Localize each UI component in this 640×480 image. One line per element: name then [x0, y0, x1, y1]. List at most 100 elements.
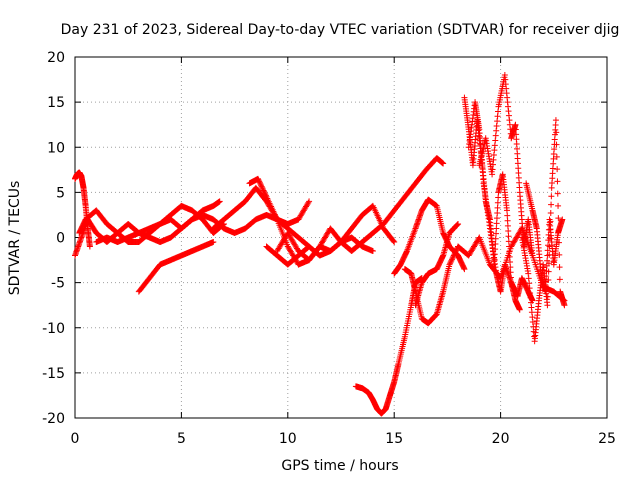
- data-point: [447, 260, 454, 267]
- data-point: [448, 256, 455, 263]
- data-point: [440, 160, 447, 167]
- data-point: [216, 198, 223, 205]
- x-tick-label: 25: [598, 431, 616, 447]
- data-point: [561, 297, 568, 304]
- data-point: [555, 202, 562, 209]
- data-point: [369, 248, 376, 255]
- data-point: [257, 180, 264, 187]
- data-point: [493, 215, 500, 222]
- data-point: [505, 238, 512, 245]
- data-point: [516, 306, 523, 313]
- data-point: [544, 293, 551, 300]
- data-point: [453, 222, 460, 229]
- data-point: [447, 258, 454, 265]
- data-point: [448, 257, 455, 264]
- data-point: [461, 266, 468, 273]
- data-point: [258, 182, 265, 189]
- series-track-13: [412, 220, 462, 309]
- data-point: [495, 194, 502, 201]
- y-tick-label: 10: [47, 140, 65, 156]
- x-tick-label: 15: [385, 431, 403, 447]
- data-point: [504, 217, 511, 224]
- x-tick-label: 0: [71, 431, 80, 447]
- data-point: [544, 252, 551, 259]
- y-axis-label: SDTVAR / TECUs: [7, 181, 23, 296]
- x-tick-label: 10: [279, 431, 297, 447]
- data-point: [553, 129, 560, 136]
- data-point: [492, 235, 499, 242]
- data-point: [260, 187, 267, 194]
- x-axis-label: GPS time / hours: [281, 458, 398, 474]
- series-track-19: [455, 225, 568, 304]
- data-point: [504, 212, 511, 219]
- data-point: [560, 297, 567, 304]
- axis-ticks: [74, 56, 608, 419]
- data-point: [543, 262, 550, 269]
- data-point: [452, 249, 458, 256]
- series-track-11: [391, 196, 468, 277]
- data-point: [455, 220, 462, 227]
- data-point: [556, 276, 563, 283]
- data-point: [554, 166, 561, 173]
- data-point: [450, 252, 457, 259]
- data-point: [255, 175, 262, 182]
- data-point: [505, 228, 512, 235]
- data-point: [259, 184, 266, 191]
- data-point: [543, 273, 550, 280]
- data-point: [503, 207, 510, 214]
- data-point: [493, 220, 500, 227]
- data-point: [544, 247, 551, 254]
- series-track-05: [135, 239, 217, 295]
- data-point: [494, 210, 501, 217]
- x-tick-label: 20: [492, 431, 510, 447]
- data-point: [504, 222, 511, 229]
- data-point: [544, 302, 551, 309]
- data-point: [450, 253, 457, 260]
- data-point: [255, 177, 262, 184]
- data-point: [553, 141, 560, 148]
- y-tick-label: -10: [42, 321, 65, 337]
- data-point: [492, 240, 499, 247]
- y-tick-label: 5: [56, 185, 65, 201]
- data-point: [452, 248, 459, 255]
- y-tick-label: 20: [47, 50, 65, 66]
- series-track-09: [274, 155, 447, 264]
- data-point: [556, 251, 563, 258]
- data-point: [446, 261, 453, 268]
- y-tick-label: -5: [51, 276, 65, 292]
- series-track-10: [352, 275, 425, 417]
- data-point: [262, 191, 269, 198]
- y-tick-label: -20: [42, 411, 65, 427]
- data-point: [454, 221, 461, 228]
- data-point: [494, 199, 501, 206]
- chart-title: Day 231 of 2023, Sidereal Day-to-day VTE…: [61, 22, 620, 38]
- data-point: [305, 199, 312, 206]
- y-tick-label: -15: [42, 366, 65, 382]
- data-point: [544, 257, 551, 264]
- data-point: [553, 153, 560, 160]
- data-point: [542, 278, 549, 285]
- data-point: [453, 247, 460, 254]
- data-point: [449, 255, 456, 262]
- x-tick-label: 5: [177, 431, 186, 447]
- data-point: [552, 117, 559, 124]
- data-point: [555, 215, 562, 222]
- data-point: [543, 268, 550, 275]
- data-point: [556, 264, 563, 271]
- y-tick-labels: 20 15 10 5 0 -5 -10 -15 -20: [42, 50, 65, 427]
- data-point: [547, 210, 554, 217]
- data-point: [554, 190, 561, 197]
- data-point: [259, 186, 266, 193]
- data-point: [554, 178, 561, 185]
- data-point: [261, 190, 268, 197]
- data-point: [390, 238, 397, 245]
- data-point: [559, 216, 566, 223]
- series-track-16: [476, 72, 536, 259]
- data-point: [306, 198, 313, 205]
- x-tick-labels: 0 5 10 15 20 25: [71, 431, 616, 447]
- data-point: [210, 239, 217, 246]
- data-point: [261, 188, 268, 195]
- data-point: [256, 179, 263, 186]
- y-tick-label: 0: [56, 231, 65, 247]
